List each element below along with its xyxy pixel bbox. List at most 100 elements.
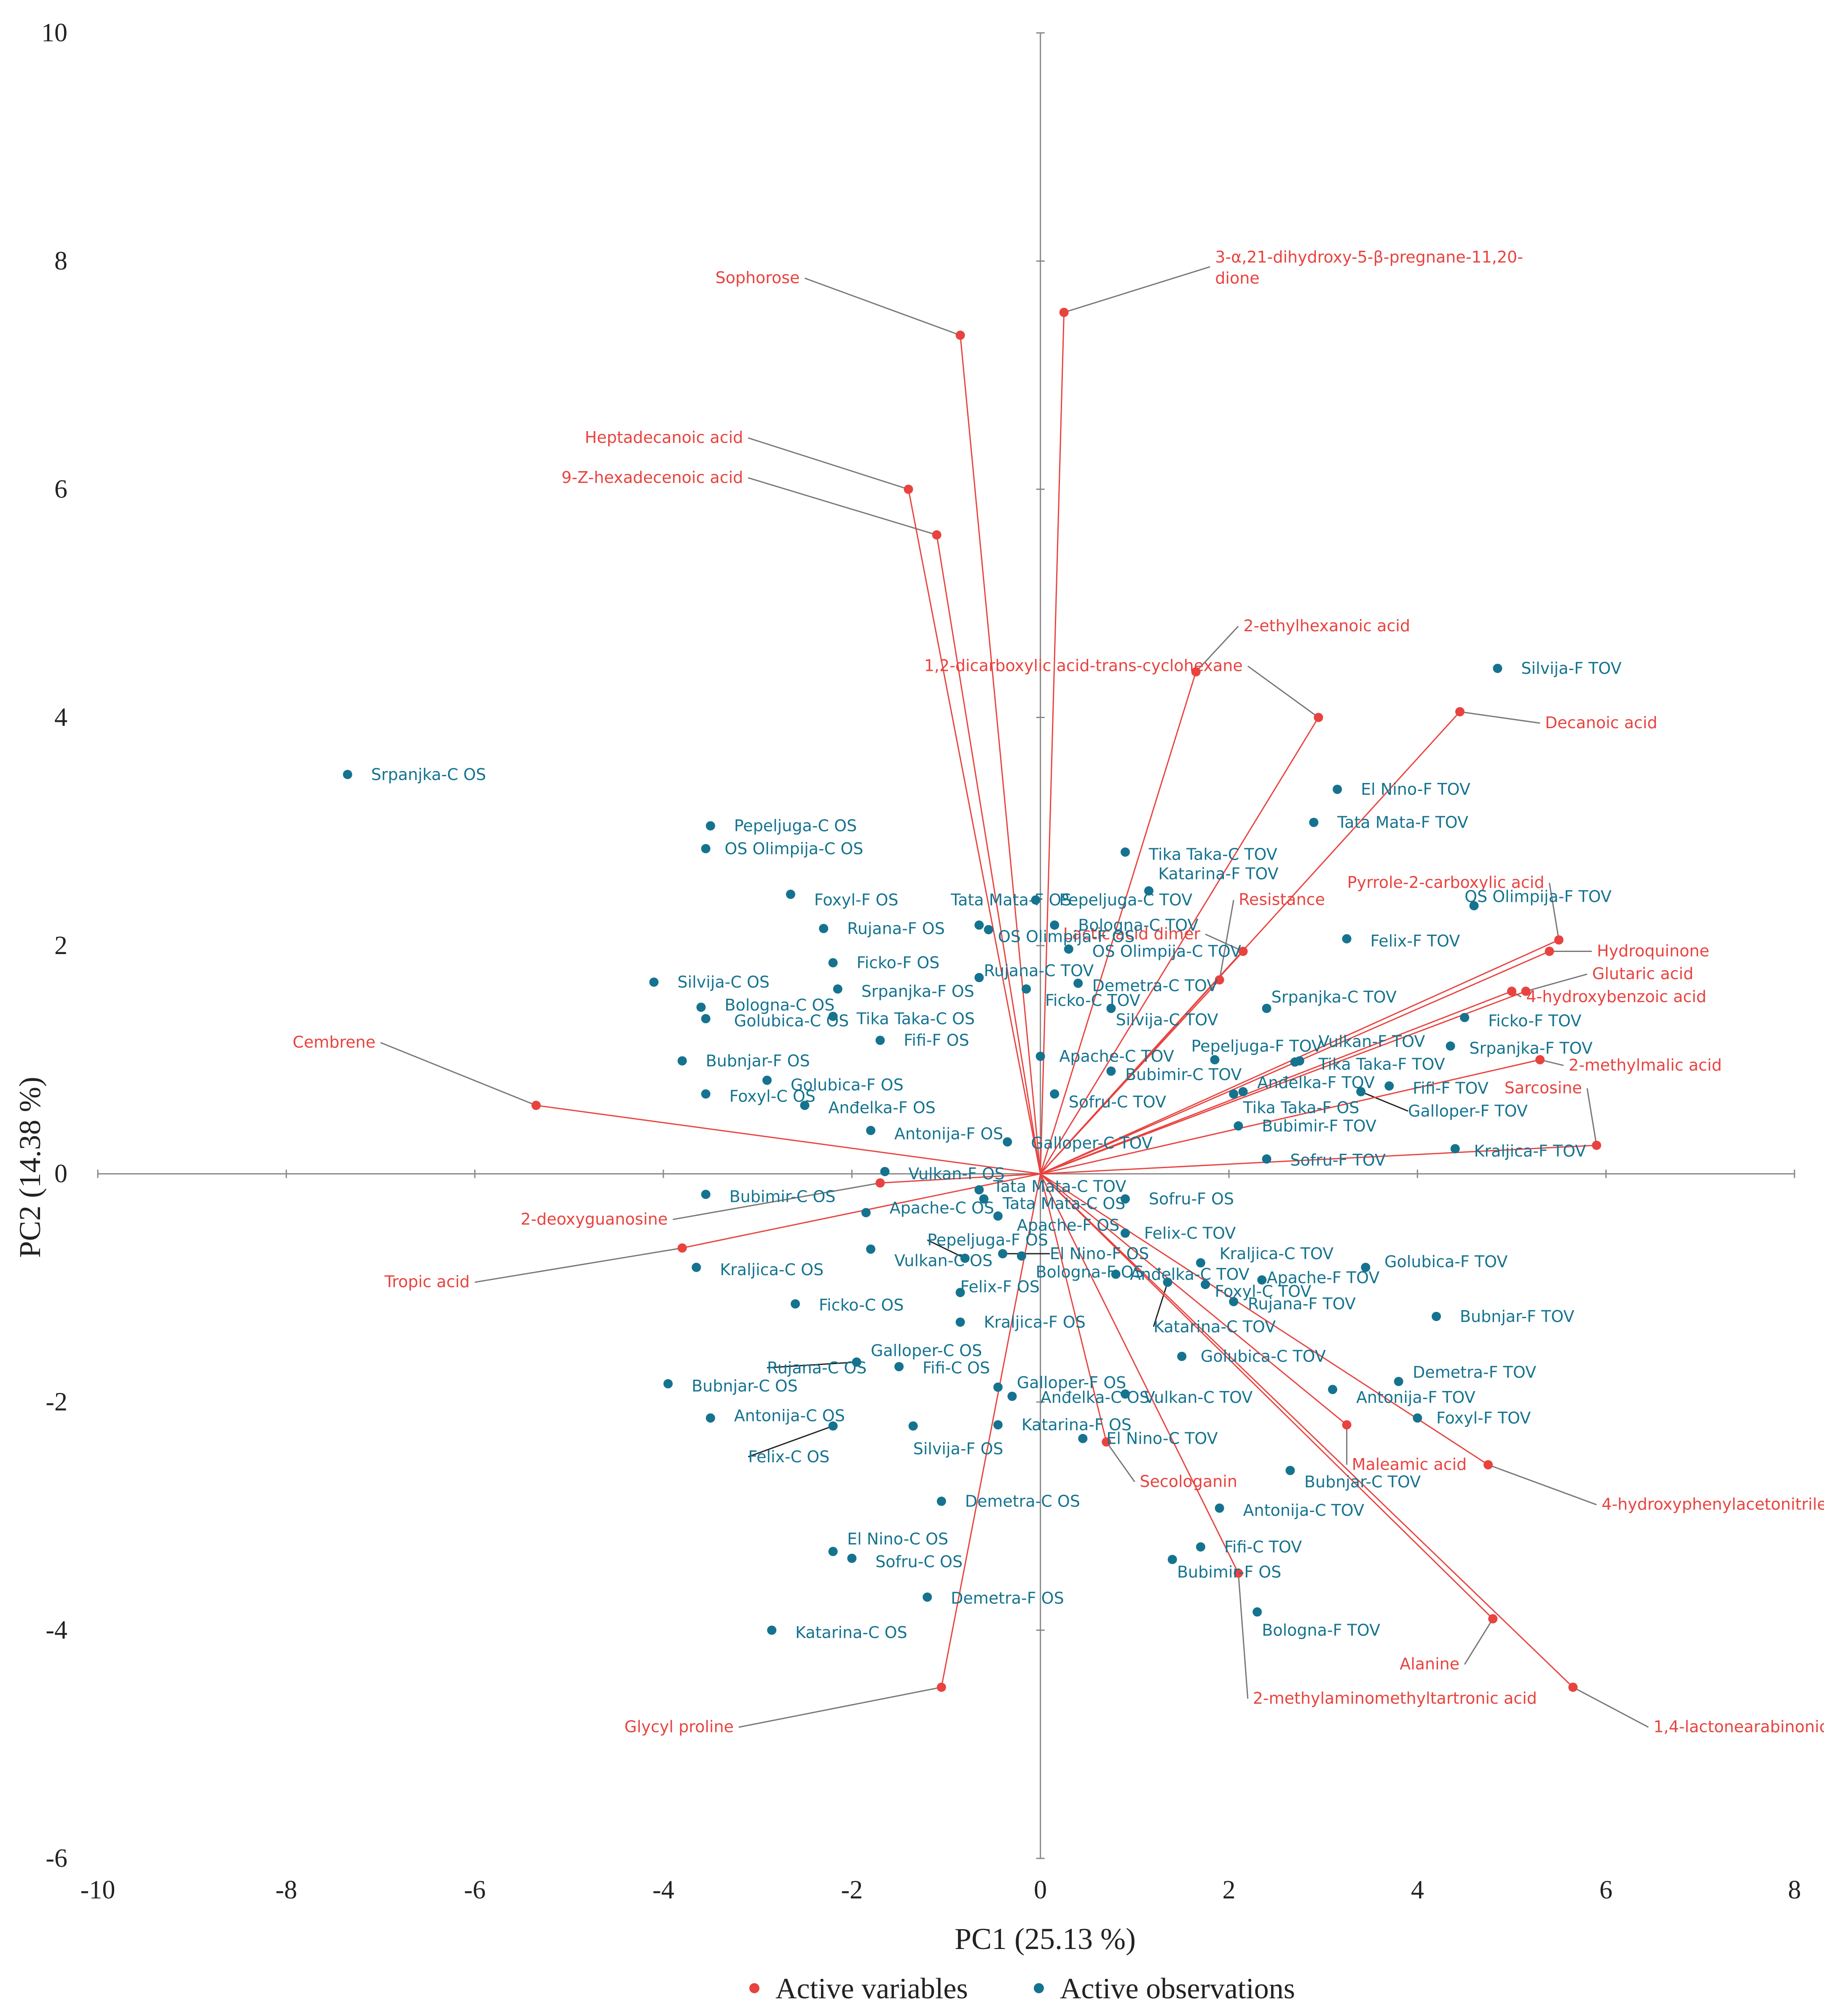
observation-point-kraljica-c-tov bbox=[1196, 1258, 1205, 1268]
observation-label-antonija-f-tov: Antonija-F TOV bbox=[1356, 1388, 1475, 1407]
observation-label-an-elka-c-tov: Anđelka-C TOV bbox=[1130, 1265, 1250, 1284]
variable-label-decanoic-acid: Decanoic acid bbox=[1545, 713, 1658, 732]
variable-label-lactic-acid-dimer: Lactic acid dimer bbox=[1063, 925, 1201, 943]
observation-point-katarina-f-os bbox=[993, 1420, 1003, 1430]
observation-label-pepeljuga-f-os: Pepeljuga-F OS bbox=[927, 1231, 1048, 1249]
observation-label-rujana-f-os: Rujana-F OS bbox=[847, 919, 945, 938]
observation-point-foxyl-f-tov bbox=[1413, 1413, 1422, 1423]
observation-point-silvija-c-tov bbox=[1106, 1003, 1116, 1013]
vector-1-2-dicarboxylic-acid-trans-cyclohexane bbox=[1040, 717, 1319, 1174]
observation-label-foxyl-f-os: Foxyl-F OS bbox=[814, 891, 899, 909]
variable-label-2-ethylhexanoic-acid: 2-ethylhexanoic acid bbox=[1243, 617, 1410, 635]
vector-maleamic-acid bbox=[1040, 1173, 1347, 1426]
observation-point-felix-f-os bbox=[955, 1288, 965, 1298]
obs-leader-felix-c-os bbox=[748, 1425, 834, 1458]
vector-cembrene bbox=[536, 1105, 1041, 1174]
vector-sophorose bbox=[960, 335, 1041, 1174]
observation-point-bubimir-c-os bbox=[701, 1190, 711, 1199]
variable-point-9-z-hexadecenoic-acid bbox=[932, 530, 942, 540]
observation-label-katarina-c-tov: Katarina-C TOV bbox=[1153, 1317, 1276, 1336]
observation-label-silvija-f-tov: Silvija-F TOV bbox=[1521, 659, 1621, 678]
variable-label-line: 2-deoxyguanosine bbox=[520, 1210, 668, 1228]
observation-label-kraljica-c-tov: Kraljica-C TOV bbox=[1220, 1244, 1333, 1263]
leader-cembrene bbox=[380, 1042, 536, 1106]
y-tick-label: 2 bbox=[54, 931, 67, 960]
observation-label-bologna-f-os: Bologna-F OS bbox=[1035, 1263, 1143, 1281]
observation-label-bubnjar-f-os: Bubnjar-F OS bbox=[706, 1051, 810, 1070]
leader-glycyl-proline bbox=[738, 1686, 942, 1728]
observation-label-felix-f-tov: Felix-F TOV bbox=[1371, 932, 1460, 950]
point-labels: 3-α,21-dihydroxy-5-β-pregnane-11,20- dion… bbox=[292, 248, 1824, 1736]
observation-label-bubnjar-c-tov: Bubnjar-C TOV bbox=[1304, 1473, 1421, 1491]
observation-label-silvija-f-os: Silvija-F OS bbox=[913, 1440, 1003, 1458]
observation-point-os-olimpija-f-os bbox=[984, 925, 993, 935]
observation-point-sofru-f-os bbox=[1120, 1194, 1130, 1204]
observation-label-el-nino-c-tov: El Nino-C TOV bbox=[1106, 1429, 1218, 1448]
variable-label-4-hydroxybenzoic-acid: 4-hydroxybenzoic acid bbox=[1526, 987, 1706, 1006]
legend: Active variables Active observations bbox=[749, 1973, 1295, 2005]
observation-label-bubimir-c-tov: Bubimir-C TOV bbox=[1125, 1065, 1242, 1084]
observation-label-tata-mata-c-os: Tata Mata-C OS bbox=[1002, 1194, 1125, 1213]
vector-sarcosine bbox=[1040, 1145, 1597, 1174]
observation-label-pepeljuga-c-tov: Pepeljuga-C TOV bbox=[1059, 891, 1192, 909]
variable-point-alanine bbox=[1488, 1614, 1498, 1624]
observation-point-sofru-c-tov bbox=[1050, 1089, 1060, 1099]
observation-point-bubimir-c-tov bbox=[1106, 1066, 1116, 1076]
variable-label-line: 4-hydroxybenzoic acid bbox=[1526, 987, 1706, 1006]
observation-point-tata-mata-c-os bbox=[979, 1194, 989, 1204]
variable-label-line: Hydroquinone bbox=[1597, 942, 1709, 960]
variable-point-pyrrole-2-carboxylic-acid bbox=[1554, 935, 1564, 945]
observation-label-srpanjka-c-tov: Srpanjka-C TOV bbox=[1271, 988, 1397, 1006]
observation-point-foxyl-c-tov bbox=[1201, 1280, 1210, 1289]
variable-label-pyrrole-2-carboxylic-acid: Pyrrole-2-carboxylic acid bbox=[1347, 873, 1545, 892]
variable-label-1-2-dicarboxylic-acid-trans-cyclohexane: 1,2-dicarboxylic acid-trans-cyclohexane bbox=[924, 657, 1243, 675]
leader-resistance bbox=[1219, 900, 1234, 980]
legend-variables-marker bbox=[749, 1983, 759, 1993]
x-tick-label: 4 bbox=[1411, 1876, 1424, 1904]
observation-label-ficko-c-os: Ficko-C OS bbox=[819, 1296, 904, 1314]
observation-point-os-olimpija-c-tov bbox=[1064, 944, 1073, 954]
observation-label-foxyl-c-tov: Foxyl-C TOV bbox=[1215, 1282, 1311, 1300]
leader-pyrrole-2-carboxylic-acid bbox=[1548, 882, 1560, 940]
observation-label-os-olimpija-f-tov: OS Olimpija-F TOV bbox=[1465, 887, 1612, 906]
variable-label-line: 1,4-lactonearabinonic acid bbox=[1653, 1718, 1824, 1736]
variable-label-glycyl-proline: Glycyl proline bbox=[625, 1718, 734, 1736]
vector-heptadecanoic-acid bbox=[908, 489, 1041, 1174]
observation-point-srpanjka-c-os bbox=[343, 769, 352, 779]
observation-label-tata-mata-f-os: Tata Mata-F OS bbox=[950, 891, 1071, 909]
variable-label-glutaric-acid: Glutaric acid bbox=[1592, 965, 1693, 983]
observation-label-galloper-f-tov: Galloper-F TOV bbox=[1408, 1102, 1528, 1121]
observation-point-felix-f-tov bbox=[1342, 934, 1352, 944]
observation-label-tika-taka-f-os: Tika Taka-F OS bbox=[1243, 1098, 1360, 1117]
observation-point-tata-mata-f-os bbox=[974, 920, 984, 930]
vector-alanine bbox=[1040, 1173, 1494, 1619]
variable-label-line: Lactic acid dimer bbox=[1063, 925, 1201, 943]
variable-label-line: Decanoic acid bbox=[1545, 713, 1658, 732]
variable-label-1-4-lactonearabinonic-acid: 1,4-lactonearabinonic acid bbox=[1653, 1718, 1824, 1736]
variable-label-3-21-dihydroxy-5-pregnane-11-20-dione: 3-α,21-dihydroxy-5-β-pregnane-11,20- dion… bbox=[1215, 248, 1523, 287]
variable-point-2-ethylhexanoic-acid bbox=[1191, 667, 1201, 677]
x-tick-label: 8 bbox=[1788, 1876, 1801, 1904]
observation-point-vulkan-c-os bbox=[866, 1244, 876, 1254]
observation-point-kraljica-f-os bbox=[955, 1317, 965, 1327]
leader-9-z-hexadecenoic-acid bbox=[748, 477, 937, 536]
observation-point-demetra-c-tov bbox=[1073, 979, 1083, 988]
x-tick-label: -10 bbox=[80, 1876, 115, 1904]
observation-point-pepeljuga-c-os bbox=[705, 821, 715, 831]
legend-observations-label: Active observations bbox=[1060, 1973, 1295, 2005]
obs-leader-katarina-c-tov bbox=[1153, 1282, 1169, 1327]
variable-label-line: Alanine bbox=[1400, 1655, 1459, 1673]
observation-point-fifi-c-tov bbox=[1196, 1542, 1205, 1552]
observation-point-felix-c-os bbox=[828, 1421, 838, 1431]
variable-label-2-deoxyguanosine: 2-deoxyguanosine bbox=[520, 1210, 668, 1228]
vector-2-deoxyguanosine bbox=[880, 1173, 1041, 1184]
observation-point-bologna-f-os bbox=[1017, 1251, 1026, 1261]
observation-point-rujana-c-os bbox=[852, 1357, 861, 1367]
observation-point-ficko-f-os bbox=[828, 958, 838, 968]
observation-label-foxyl-c-os: Foxyl-C OS bbox=[730, 1087, 815, 1105]
variable-label-line: 1,2-dicarboxylic acid-trans-cyclohexane bbox=[924, 657, 1243, 675]
leader-secologanin bbox=[1106, 1441, 1135, 1483]
variable-label-line: Secologanin bbox=[1140, 1472, 1237, 1491]
observation-point-golubica-c-tov bbox=[1177, 1351, 1187, 1361]
observation-label-an-elka-f-tov: Anđelka-F TOV bbox=[1257, 1073, 1375, 1092]
